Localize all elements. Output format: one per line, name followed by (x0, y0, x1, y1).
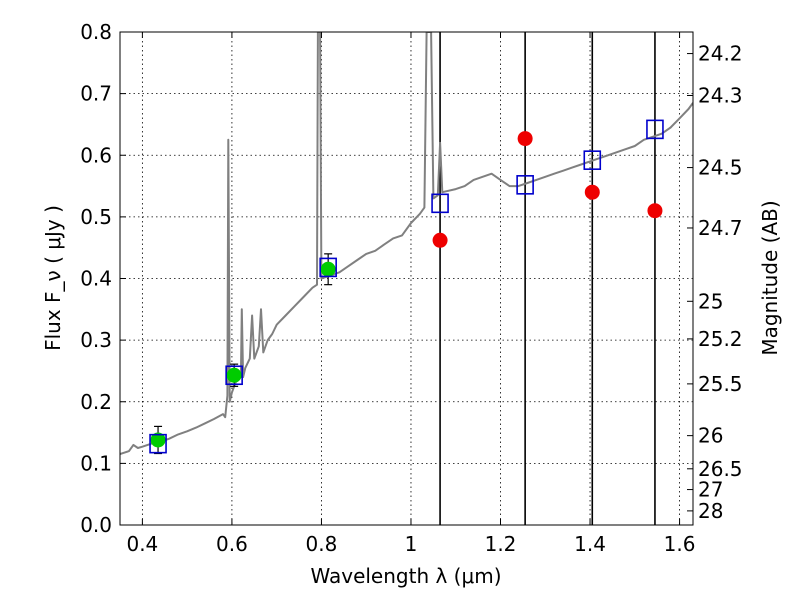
y-tick-label: 0.7 (80, 82, 112, 106)
vertical-lines (439, 32, 656, 525)
x-tick-label: 1.6 (664, 532, 696, 556)
point-marker-series-2 (584, 184, 600, 200)
right-tick-label: 28 (698, 499, 723, 523)
right-tick-label: 24.2 (698, 42, 743, 66)
point-marker-series-0 (226, 367, 242, 383)
right-tick-label: 25.2 (698, 327, 743, 351)
point-marker-series-2 (432, 232, 448, 248)
y-tick-label: 0.0 (80, 513, 112, 537)
model-spectrum-line (120, 32, 693, 456)
x-axis-label: Wavelength λ (μm) (310, 564, 501, 588)
square-marker-series-1 (516, 175, 534, 195)
x-tick-label: 1.2 (485, 532, 517, 556)
point-marker-series-0 (150, 432, 166, 448)
square-marker-series-1 (431, 193, 449, 214)
model-spectrum (120, 32, 693, 456)
x-tick-label: 1 (405, 532, 418, 556)
square-marker-series-1 (225, 365, 243, 386)
right-tick-label: 24.5 (698, 156, 743, 180)
axis-ticks: 0.4 0.6 0.8 1 1.2 1.4 1.6 0.0 0.1 0.2 0.3 0.4 0.5 0.6… (80, 20, 742, 556)
y-tick-label: 0.4 (80, 267, 112, 291)
x-tick-label: 0.8 (306, 532, 338, 556)
x-tick-label: 0.4 (126, 532, 158, 556)
right-tick-label: 25 (698, 289, 723, 313)
point-marker-series-0 (320, 261, 336, 277)
y-axis-label: Flux F_ν ( μJy ) (41, 205, 65, 351)
right-tick-label: 25.5 (698, 372, 743, 396)
grid (120, 31, 693, 526)
data-points (149, 119, 664, 455)
y-right-axis-label: Magnitude (AB) (758, 200, 782, 355)
square-marker-series-1 (149, 433, 167, 454)
point-marker-series-2 (517, 131, 533, 147)
right-tick-label: 27 (698, 478, 723, 502)
x-tick-label: 0.6 (216, 532, 248, 556)
y-tick-label: 0.5 (80, 205, 112, 229)
y-tick-label: 0.6 (80, 143, 112, 167)
y-tick-label: 0.3 (80, 328, 112, 352)
y-tick-label: 0.1 (80, 451, 112, 475)
right-tick-label: 26.5 (698, 457, 743, 481)
square-marker-series-1 (583, 150, 602, 170)
square-marker-series-1 (319, 257, 337, 278)
point-marker-series-2 (647, 203, 663, 219)
x-tick-label: 1.4 (574, 532, 606, 556)
right-tick-label: 24.7 (698, 216, 743, 240)
right-tick-label: 24.3 (698, 83, 743, 107)
square-marker-series-1 (646, 119, 664, 140)
y-tick-label: 0.2 (80, 390, 112, 414)
y-tick-label: 0.8 (80, 20, 112, 44)
right-tick-label: 26 (698, 424, 723, 448)
